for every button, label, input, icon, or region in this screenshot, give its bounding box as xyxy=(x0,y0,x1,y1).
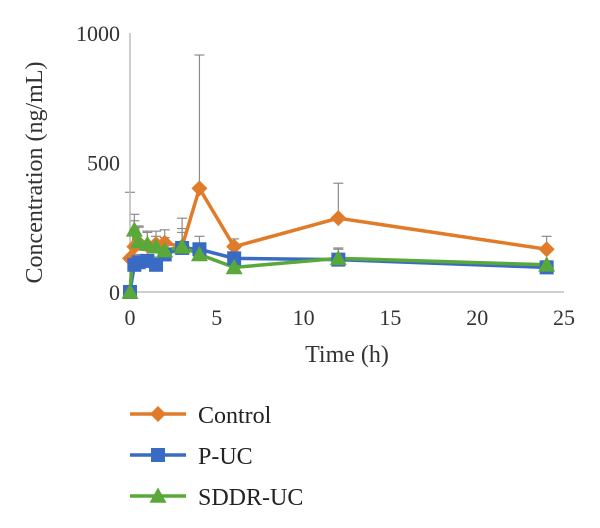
data-point-sddr-uc xyxy=(121,283,139,299)
data-point-sddr-uc xyxy=(329,249,347,266)
data-point-control xyxy=(330,210,347,227)
data-point-sddr-uc xyxy=(147,238,165,254)
legend-marker-control xyxy=(150,406,166,422)
legend-marker-sddr-uc xyxy=(149,487,167,503)
data-point-sddr-uc xyxy=(538,256,556,272)
data-point-sddr-uc xyxy=(125,221,143,237)
legend-label-control: Control xyxy=(198,403,272,429)
x-tick-label: 15 xyxy=(379,305,401,330)
x-tick-label: 0 xyxy=(125,305,136,330)
error-bars xyxy=(125,54,552,268)
legend-label-sddr-uc: SDDR-UC xyxy=(198,485,303,511)
legend-marker-p-uc xyxy=(151,448,165,462)
data-point-sddr-uc xyxy=(190,245,208,262)
legend: Control P-UC SDDR-UC xyxy=(130,403,303,511)
x-tick-label: 25 xyxy=(553,305,575,330)
data-point-control xyxy=(191,180,208,197)
y-axis-title: Concentration (ng/mL) xyxy=(22,62,48,284)
x-tick-label: 20 xyxy=(466,305,488,330)
data-point-sddr-uc xyxy=(156,242,174,258)
data-point-control xyxy=(538,241,555,258)
x-tick-label: 10 xyxy=(293,305,315,330)
data-point-sddr-uc xyxy=(173,238,191,254)
series-markers xyxy=(121,180,556,299)
x-tick-labels: 0 5 10 15 20 25 xyxy=(125,305,576,330)
legend-label-p-uc: P-UC xyxy=(198,444,253,470)
y-tick-labels: 0 500 1000 xyxy=(76,21,120,305)
data-point-sddr-uc xyxy=(225,258,243,275)
y-tick-label: 0 xyxy=(109,280,120,305)
x-axis-title: Time (h) xyxy=(305,342,389,368)
data-point-p-uc xyxy=(227,251,242,266)
data-point-control xyxy=(226,238,243,255)
x-tick-label: 5 xyxy=(211,305,222,330)
y-tick-label: 500 xyxy=(87,151,120,176)
y-tick-label: 1000 xyxy=(76,21,120,46)
